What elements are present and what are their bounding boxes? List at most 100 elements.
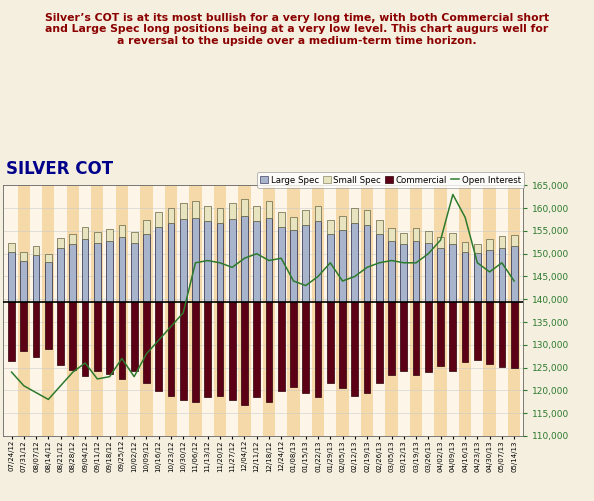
Bar	[241, 216, 248, 302]
Legend: Large Spec, Small Spec, Commercial, Open Interest: Large Spec, Small Spec, Commercial, Open…	[257, 172, 525, 188]
Bar	[155, 212, 162, 226]
Bar	[486, 250, 493, 302]
Bar	[364, 210, 371, 225]
Bar	[450, 302, 456, 371]
Bar	[315, 302, 321, 397]
Bar	[278, 212, 285, 226]
Bar	[508, 185, 520, 436]
Bar	[192, 201, 199, 217]
Bar	[425, 242, 432, 302]
Bar	[168, 223, 174, 302]
Bar	[180, 219, 187, 302]
Bar	[437, 302, 444, 366]
Bar	[302, 210, 309, 225]
Bar	[462, 252, 469, 302]
Bar	[140, 185, 153, 436]
Bar	[450, 244, 456, 302]
Bar	[204, 302, 211, 397]
Bar	[106, 241, 113, 302]
Bar	[388, 241, 395, 302]
Bar	[33, 255, 39, 302]
Bar	[20, 302, 27, 351]
Bar	[241, 199, 248, 216]
Bar	[241, 302, 248, 405]
Bar	[302, 225, 309, 302]
Bar	[327, 302, 334, 383]
Bar	[229, 302, 236, 400]
Bar	[82, 302, 89, 376]
Bar	[82, 239, 89, 302]
Bar	[462, 242, 469, 252]
Bar	[143, 233, 150, 302]
Bar	[106, 229, 113, 241]
Bar	[8, 242, 15, 252]
Bar	[484, 185, 496, 436]
Bar	[474, 243, 481, 254]
Bar	[189, 185, 201, 436]
Bar	[498, 302, 505, 367]
Bar	[165, 185, 177, 436]
Bar	[91, 185, 103, 436]
Bar	[229, 219, 236, 302]
Bar	[327, 220, 334, 233]
Bar	[425, 302, 432, 372]
Bar	[57, 248, 64, 302]
Bar	[143, 220, 150, 233]
Bar	[131, 242, 137, 302]
Bar	[312, 185, 324, 436]
Bar	[254, 206, 260, 221]
Bar	[42, 185, 55, 436]
Bar	[376, 233, 383, 302]
Bar	[266, 302, 272, 402]
Bar	[266, 217, 272, 302]
Bar	[498, 248, 505, 302]
Bar	[287, 185, 299, 436]
Bar	[434, 185, 447, 436]
Bar	[315, 221, 321, 302]
Bar	[413, 241, 419, 302]
Bar	[204, 206, 211, 221]
Bar	[180, 203, 187, 219]
Bar	[278, 302, 285, 391]
Bar	[511, 302, 517, 368]
Bar	[511, 246, 517, 302]
Bar	[8, 252, 15, 302]
Bar	[486, 239, 493, 250]
Bar	[143, 302, 150, 383]
Bar	[361, 185, 373, 436]
Bar	[45, 255, 52, 263]
Bar	[57, 302, 64, 365]
Bar	[474, 302, 481, 360]
Bar	[131, 232, 137, 242]
Bar	[94, 242, 101, 302]
Bar	[474, 254, 481, 302]
Bar	[8, 302, 15, 361]
Bar	[315, 206, 321, 221]
Bar	[214, 185, 226, 436]
Bar	[106, 302, 113, 374]
Bar	[336, 185, 349, 436]
Text: SILVER COT: SILVER COT	[6, 160, 113, 178]
Bar	[413, 228, 419, 241]
Bar	[364, 302, 371, 393]
Bar	[168, 302, 174, 396]
Bar	[57, 238, 64, 248]
Bar	[339, 302, 346, 388]
Bar	[94, 232, 101, 242]
Bar	[18, 185, 30, 436]
Bar	[290, 230, 297, 302]
Bar	[462, 302, 469, 362]
Bar	[217, 208, 223, 223]
Bar	[192, 302, 199, 402]
Bar	[410, 185, 422, 436]
Bar	[278, 226, 285, 302]
Bar	[20, 261, 27, 302]
Bar	[498, 236, 505, 248]
Bar	[33, 302, 39, 357]
Bar	[67, 185, 79, 436]
Bar	[254, 302, 260, 397]
Bar	[69, 244, 76, 302]
Bar	[155, 302, 162, 391]
Bar	[376, 302, 383, 383]
Bar	[119, 225, 125, 237]
